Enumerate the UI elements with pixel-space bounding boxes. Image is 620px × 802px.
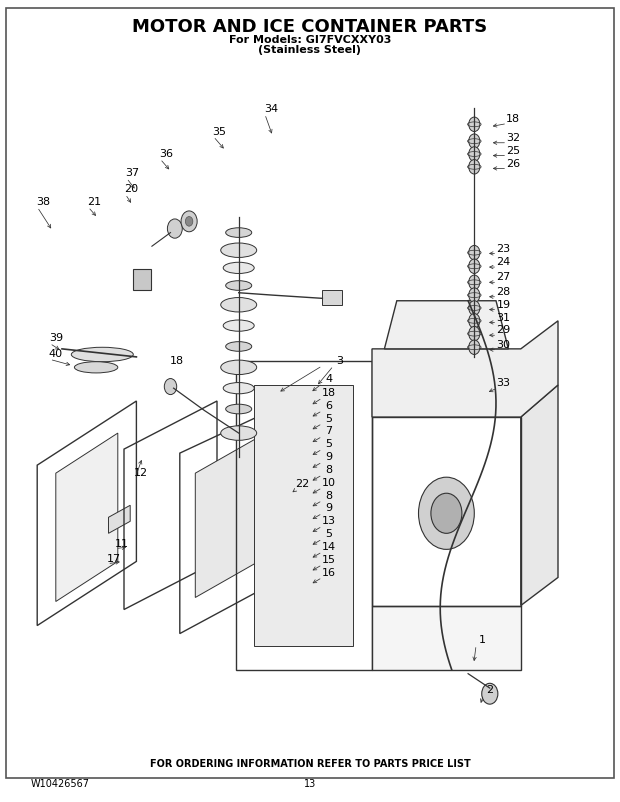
- Text: 3: 3: [336, 356, 343, 366]
- Text: 2: 2: [486, 685, 494, 695]
- Text: 24: 24: [497, 257, 510, 267]
- Text: 6: 6: [325, 401, 332, 411]
- Text: 5: 5: [325, 414, 332, 423]
- Text: For Models: GI7FVCXXY03: For Models: GI7FVCXXY03: [229, 35, 391, 45]
- Text: 13: 13: [304, 780, 316, 789]
- Text: 17: 17: [107, 554, 120, 564]
- Ellipse shape: [226, 281, 252, 290]
- Circle shape: [469, 134, 480, 148]
- Text: 32: 32: [507, 133, 520, 143]
- Text: 16: 16: [322, 568, 335, 577]
- Text: 33: 33: [497, 379, 510, 388]
- Text: 34: 34: [264, 104, 278, 114]
- Text: 10: 10: [322, 478, 335, 488]
- Text: 37: 37: [126, 168, 140, 178]
- Circle shape: [469, 326, 480, 341]
- Text: 5: 5: [325, 439, 332, 449]
- Text: 18: 18: [322, 388, 335, 398]
- Polygon shape: [195, 429, 273, 597]
- Circle shape: [185, 217, 193, 226]
- Polygon shape: [56, 433, 118, 602]
- Circle shape: [469, 275, 480, 290]
- Text: 8: 8: [325, 491, 332, 500]
- Text: 18: 18: [170, 356, 184, 366]
- Text: 9: 9: [325, 452, 332, 462]
- Circle shape: [469, 259, 480, 273]
- Text: 8: 8: [325, 465, 332, 475]
- Circle shape: [469, 160, 480, 174]
- Text: 21: 21: [87, 197, 101, 207]
- Circle shape: [164, 379, 177, 395]
- Circle shape: [469, 340, 480, 354]
- Text: MOTOR AND ICE CONTAINER PARTS: MOTOR AND ICE CONTAINER PARTS: [133, 18, 487, 36]
- Text: 39: 39: [49, 334, 63, 343]
- Text: 9: 9: [325, 504, 332, 513]
- Text: 13: 13: [322, 516, 335, 526]
- Ellipse shape: [221, 360, 257, 375]
- Text: 38: 38: [37, 197, 50, 207]
- Text: 14: 14: [322, 542, 335, 552]
- Text: 35: 35: [213, 127, 226, 136]
- Text: 26: 26: [507, 159, 520, 168]
- Circle shape: [469, 117, 480, 132]
- Text: 5: 5: [325, 529, 332, 539]
- Text: 30: 30: [497, 340, 510, 350]
- Ellipse shape: [226, 228, 252, 237]
- Circle shape: [469, 147, 480, 161]
- Text: 31: 31: [497, 313, 510, 322]
- Text: 1: 1: [479, 635, 486, 645]
- Text: 25: 25: [507, 146, 520, 156]
- Circle shape: [469, 288, 480, 302]
- Ellipse shape: [226, 404, 252, 414]
- Bar: [133, 269, 151, 290]
- Text: 18: 18: [507, 114, 520, 124]
- Circle shape: [418, 477, 474, 549]
- Ellipse shape: [221, 426, 257, 440]
- Text: 28: 28: [497, 287, 510, 297]
- Text: 12: 12: [135, 468, 148, 478]
- Ellipse shape: [223, 383, 254, 394]
- Text: 36: 36: [159, 149, 173, 159]
- Text: 20: 20: [125, 184, 138, 194]
- Text: 19: 19: [497, 300, 510, 310]
- Polygon shape: [384, 301, 508, 349]
- Circle shape: [181, 211, 197, 232]
- Polygon shape: [372, 606, 521, 670]
- Text: (Stainless Steel): (Stainless Steel): [259, 45, 361, 55]
- Circle shape: [431, 493, 462, 533]
- Polygon shape: [108, 505, 130, 533]
- Text: 22: 22: [296, 480, 309, 489]
- Ellipse shape: [221, 243, 257, 257]
- Text: 7: 7: [325, 427, 332, 436]
- Text: W10426567: W10426567: [31, 780, 90, 789]
- Text: 27: 27: [497, 273, 510, 282]
- Text: 15: 15: [322, 555, 335, 565]
- Text: 40: 40: [49, 350, 63, 359]
- Circle shape: [469, 314, 480, 328]
- Ellipse shape: [221, 298, 257, 312]
- Ellipse shape: [74, 362, 118, 373]
- Bar: [322, 290, 342, 305]
- Polygon shape: [372, 321, 558, 417]
- Circle shape: [469, 245, 480, 260]
- Text: FOR ORDERING INFORMATION REFER TO PARTS PRICE LIST: FOR ORDERING INFORMATION REFER TO PARTS …: [149, 759, 471, 768]
- Ellipse shape: [223, 262, 254, 273]
- Circle shape: [469, 301, 480, 315]
- Text: 23: 23: [497, 244, 510, 253]
- Text: 11: 11: [115, 539, 128, 549]
- Polygon shape: [254, 385, 353, 646]
- Ellipse shape: [226, 342, 252, 351]
- Text: 29: 29: [497, 326, 510, 335]
- Ellipse shape: [71, 347, 133, 362]
- Circle shape: [482, 683, 498, 704]
- Text: 4: 4: [325, 374, 332, 383]
- Circle shape: [167, 219, 182, 238]
- Ellipse shape: [223, 320, 254, 331]
- Polygon shape: [521, 385, 558, 606]
